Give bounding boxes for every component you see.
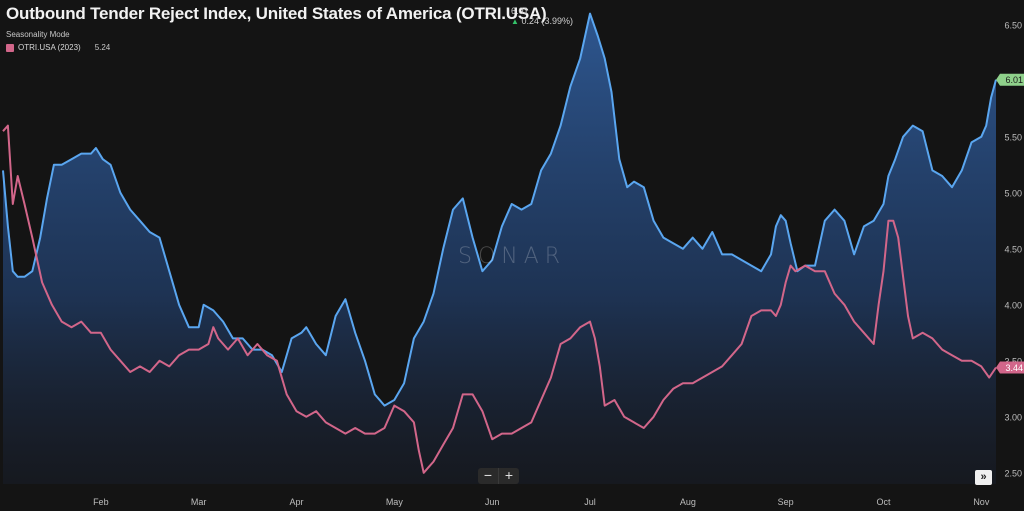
x-tick-label: Mar: [191, 497, 207, 507]
y-tick-label: 3.00: [1004, 412, 1022, 422]
end-value-label-current: 6.01: [1005, 75, 1023, 85]
end-value-label-prior: 3.44: [1005, 363, 1023, 373]
end-value-badge-current: [996, 73, 1024, 86]
x-tick-label: Feb: [93, 497, 109, 507]
x-tick-label: Sep: [778, 497, 794, 507]
x-tick-label: Jul: [584, 497, 596, 507]
y-tick-label: 4.50: [1004, 244, 1022, 254]
x-tick-label: Jun: [485, 497, 500, 507]
x-tick-label: Apr: [289, 497, 303, 507]
up-arrow-icon: ▲: [511, 17, 519, 26]
legend-series-label: OTRI.USA (2023): [18, 43, 81, 52]
x-tick-label: Aug: [680, 497, 696, 507]
zoom-out-button[interactable]: −: [483, 468, 493, 483]
y-tick-label: 2.50: [1004, 468, 1022, 478]
title-stats: 6.01 ▲ 0.24 (3.99%): [511, 6, 573, 27]
legend-series-value: 5.24: [94, 43, 111, 52]
x-tick-label: Oct: [876, 497, 891, 507]
zoom-in-button[interactable]: +: [498, 468, 519, 484]
change-value: 0.24 (3.99%): [521, 16, 573, 26]
y-tick-label: 4.00: [1004, 300, 1022, 310]
zoom-controls: − +: [478, 468, 519, 484]
x-tick-label: Nov: [973, 497, 990, 507]
series-line-prior: [2, 124, 997, 474]
expand-button[interactable]: »: [975, 470, 992, 485]
seasonality-mode-label: Seasonality Mode: [6, 30, 70, 39]
y-tick-label: 6.50: [1004, 20, 1022, 30]
legend-swatch: [6, 43, 14, 52]
current-value: 6.01: [511, 6, 529, 16]
series-line-current: [2, 12, 997, 407]
y-tick-label: 3.50: [1004, 356, 1022, 366]
y-tick-label: 5.50: [1004, 132, 1022, 142]
chart-title: Outbound Tender Reject Index, United Sta…: [6, 4, 547, 23]
y-tick-label: 5.00: [1004, 188, 1022, 198]
end-value-badge-prior: [996, 361, 1024, 374]
sonar-watermark: SONAR: [458, 244, 567, 269]
series-area-current: [3, 13, 996, 484]
legend[interactable]: OTRI.USA (2023) 5.24: [6, 43, 110, 52]
x-tick-label: May: [386, 497, 404, 507]
